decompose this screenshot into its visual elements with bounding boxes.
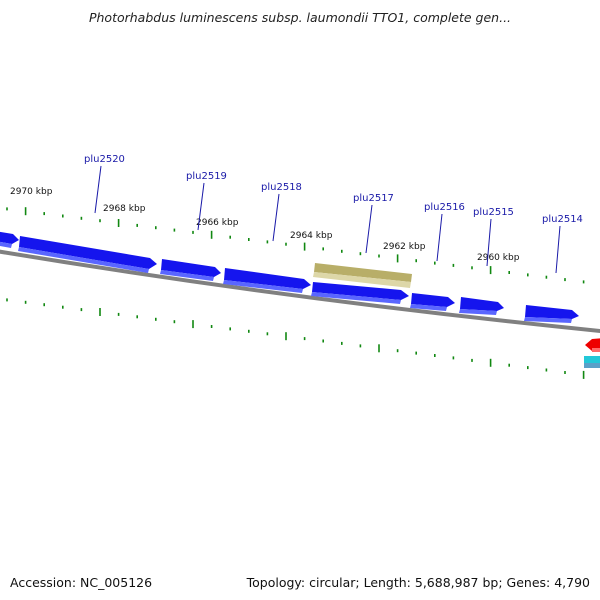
gene-arrow-plu2519[interactable] (160, 259, 221, 281)
gene-label-plu2520[interactable]: plu2520 (84, 154, 125, 165)
genome-summary-text: Topology: circular; Length: 5,688,987 bp… (246, 575, 590, 590)
cyan-feature-right-edge[interactable] (584, 356, 600, 368)
scale-label-2968: 2968 kbp (103, 204, 146, 214)
gene-label-plu2519[interactable]: plu2519 (186, 171, 227, 182)
gene-label-plu2515[interactable]: plu2515 (473, 207, 514, 218)
gene-label-plu2518[interactable]: plu2518 (261, 182, 302, 193)
gene-arrow-left-edge[interactable] (0, 231, 19, 248)
gene-label-plu2514[interactable]: plu2514 (542, 214, 583, 225)
red-feature-right-edge[interactable] (585, 338, 600, 352)
gene-arrow-plu2517[interactable] (311, 282, 409, 304)
gene-arrow-plu2518[interactable] (223, 268, 311, 293)
scale-label-2970: 2970 kbp (10, 187, 53, 197)
gene-label-plu2517[interactable]: plu2517 (353, 193, 394, 204)
gene-arrow-plu2520[interactable] (18, 236, 157, 273)
genome-backbone (0, 249, 600, 333)
scale-label-2962: 2962 kbp (383, 242, 426, 252)
gene-arrow-plu2515[interactable] (459, 297, 504, 315)
scale-label-2966: 2966 kbp (196, 218, 239, 228)
scale-label-2960: 2960 kbp (477, 253, 520, 263)
scale-label-2964: 2964 kbp (290, 231, 333, 241)
accession-text: Accession: NC_005126 (10, 575, 153, 590)
gene-label-leaders (94, 165, 561, 274)
gene-label-plu2516[interactable]: plu2516 (424, 202, 465, 213)
lower-tick-track (6, 298, 585, 379)
gene-arrow-plu2514[interactable] (524, 305, 579, 323)
gene-arrow-plu2516[interactable] (410, 293, 455, 311)
highlighted-feature-plu2517[interactable] (313, 263, 412, 288)
upper-tick-track (6, 207, 585, 284)
map-title: Photorhabdus luminescens subsp. laumondi… (88, 10, 512, 25)
